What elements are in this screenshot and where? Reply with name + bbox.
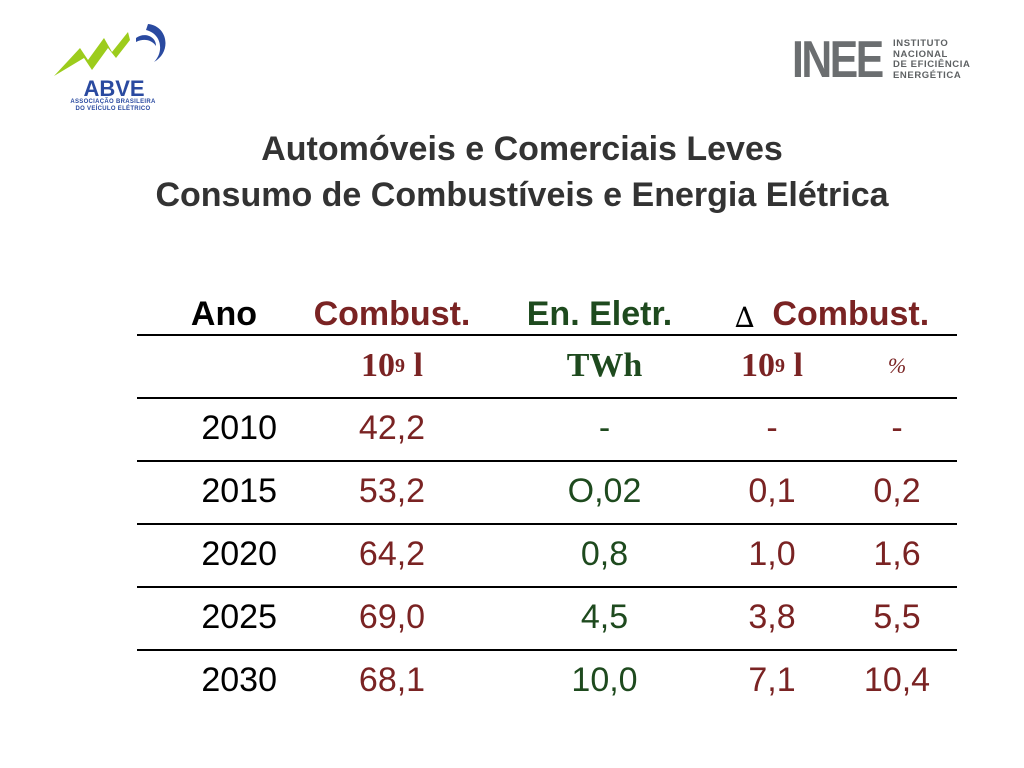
cell-delta-pct: - (891, 409, 903, 447)
cell-combust: 42,2 (358, 409, 426, 447)
inee-logo-subtitle: INSTITUTO NACIONAL DE EFICIÊNCIA ENERGÉT… (893, 38, 971, 81)
table-rule (137, 397, 957, 399)
title-line2: Consumo de Combustíveis e Energia Elétri… (155, 176, 889, 214)
inee-subtitle-line1: INSTITUTO (893, 38, 949, 49)
cell-en-eletr: 4,5 (580, 598, 629, 636)
table-rule (137, 586, 957, 588)
unit-delta-combust-base: 10 (741, 346, 776, 384)
table-rule (137, 334, 957, 336)
cell-ano: 2025 (201, 598, 277, 636)
cell-combust: 68,1 (358, 661, 426, 699)
unit-combust-base: 10 (361, 346, 396, 384)
cell-delta-combust: 7,1 (748, 661, 796, 699)
cell-delta-pct: 0,2 (873, 472, 921, 510)
unit-delta-pct: % (887, 352, 907, 378)
unit-delta-combust: 10 9 l (741, 346, 803, 384)
abve-logo-graphic (54, 24, 166, 76)
abve-logo-text: ABVE (83, 76, 145, 101)
cell-en-eletr: - (598, 409, 611, 447)
cell-delta-combust: 3,8 (748, 598, 796, 636)
unit-combust: 10 9 l (361, 346, 423, 384)
table-rule (137, 523, 957, 525)
table-row: 2015 53,2 O,02 0,1 0,2 (137, 460, 957, 523)
inee-subtitle-line4: ENERGÉTICA (893, 69, 962, 81)
table-units-row: 10 9 l TWh 10 9 l % (137, 334, 957, 397)
abve-subtitle-line2: DO VEÍCULO ELÉTRICO (75, 106, 151, 112)
header-combust: Combust. (313, 295, 471, 333)
title-line1: Automóveis e Comerciais Leves (261, 130, 783, 168)
table-header-row: Ano Combust. En. Eletr. ∆ Combust. (137, 276, 957, 334)
table-rule (137, 649, 957, 651)
unit-combust-unit: l (405, 346, 423, 384)
cell-ano: 2020 (201, 535, 277, 573)
inee-subtitle-line2: NACIONAL (893, 48, 948, 60)
inee-subtitle-line3: DE EFICIÊNCIA (893, 59, 971, 70)
cell-delta-pct: 1,6 (873, 535, 921, 573)
cell-combust: 69,0 (358, 598, 426, 636)
cell-combust: 64,2 (358, 535, 426, 573)
cell-en-eletr: O,02 (567, 472, 642, 510)
unit-en-eletr: TWh (566, 346, 643, 384)
consumption-table: Ano Combust. En. Eletr. ∆ Combust. 10 9 l… (137, 276, 957, 712)
cell-delta-combust: 0,1 (748, 472, 796, 510)
cell-ano: 2010 (201, 409, 277, 447)
table-row: 2025 69,0 4,5 3,8 5,5 (137, 586, 957, 649)
cell-ano: 2030 (201, 661, 277, 699)
cell-en-eletr: 0,8 (580, 535, 629, 573)
unit-delta-combust-unit: l (785, 346, 803, 384)
slide-title: Automóveis e Comerciais Leves Consumo de… (0, 126, 1024, 218)
header-delta-combust-label: Combust. (772, 295, 930, 333)
cell-combust: 53,2 (358, 472, 426, 510)
abve-logo-subtitle: ASSOCIAÇÃO BRASILEIRA DO VEÍCULO ELÉTRIC… (64, 99, 162, 113)
header-en-eletr: En. Eletr. (526, 295, 673, 333)
cell-delta-pct: 5,5 (873, 598, 921, 636)
cell-en-eletr: 10,0 (571, 661, 638, 699)
cell-delta-pct: 10,4 (863, 661, 931, 699)
cell-ano: 2015 (201, 472, 277, 510)
cell-delta-combust: 1,0 (748, 535, 796, 573)
table-rule (137, 460, 957, 462)
cell-delta-combust: - (766, 409, 778, 447)
delta-icon: ∆ (734, 301, 755, 334)
header-ano: Ano (190, 295, 257, 333)
table-row: 2020 64,2 0,8 1,0 1,6 (137, 523, 957, 586)
header-delta-combust: ∆ Combust. (712, 276, 952, 342)
table-row: 2030 68,1 10,0 7,1 10,4 (137, 649, 957, 712)
inee-logo-text: INEE (792, 31, 884, 89)
table-row: 2010 42,2 - - - (137, 397, 957, 460)
abve-subtitle-line1: ASSOCIAÇÃO BRASILEIRA (70, 99, 156, 105)
